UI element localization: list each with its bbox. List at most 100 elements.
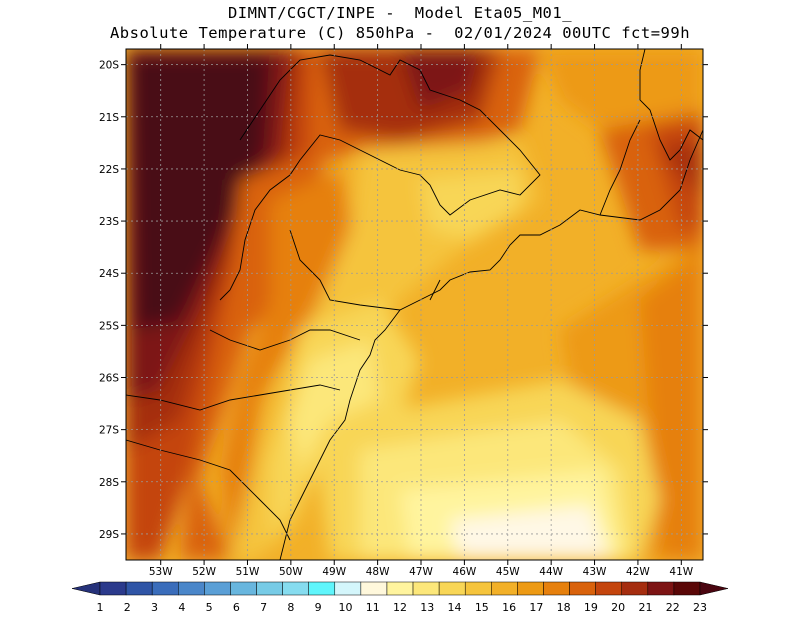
colorbar-label: 23 — [693, 601, 707, 614]
colorbar-box — [673, 581, 701, 596]
colorbar-box — [647, 581, 675, 596]
coastline-ne — [639, 49, 703, 161]
colorbar-label: 4 — [178, 601, 185, 614]
colorbar-box — [230, 581, 257, 596]
colorbar-label: 22 — [666, 601, 680, 614]
lon-label: 53W — [149, 566, 173, 578]
state-border-5 — [126, 384, 341, 411]
field-se-11 — [450, 505, 610, 560]
colorbar-label: 5 — [206, 601, 213, 614]
country-border — [126, 439, 291, 541]
colorbar-box — [595, 581, 622, 596]
colorbar-boxes — [71, 581, 729, 596]
axis-ticks — [121, 44, 708, 565]
colorbar-box — [438, 581, 466, 596]
lat-label: 25S — [99, 320, 119, 332]
lat-label: 21S — [99, 112, 119, 124]
state-border-1 — [219, 54, 541, 301]
lat-label: 28S — [99, 477, 119, 489]
lat-label: 29S — [99, 529, 119, 541]
field-west-23 — [130, 55, 270, 330]
lon-label: 50W — [279, 566, 303, 578]
colorbar-label: 7 — [260, 601, 267, 614]
lon-label: 49W — [322, 566, 346, 578]
colorbar-box — [543, 581, 570, 596]
colorbar-box — [282, 581, 309, 596]
field-north-22 — [400, 49, 480, 110]
colorbar-box — [412, 581, 440, 596]
chart-title-line2: Absolute Temperature (C) 850hPa - 02/01/… — [109, 24, 691, 42]
field-north-17 — [540, 49, 703, 130]
lat-label: 27S — [99, 425, 119, 437]
chart-title-line1: DIMNT/CGCT/INPE - Model Eta05_M01_ — [227, 4, 573, 22]
longitude-labels: 53W 52W 51W 50W 49W 48W 47W 46W 45W 44W 43W 42W 41W — [149, 566, 694, 578]
map-frame — [125, 48, 704, 561]
colorbar-box — [125, 581, 153, 596]
lat-label: 23S — [99, 216, 119, 228]
colorbar-box — [464, 581, 492, 596]
coastline — [279, 129, 703, 560]
colorbar-label: 10 — [338, 601, 352, 614]
state-border-6 — [429, 279, 441, 301]
graticule — [126, 49, 703, 560]
lat-label: 20S — [99, 60, 119, 72]
latitude-labels: 20S 21S 22S 23S 24S 25S 26S 27S 28S 29S — [99, 60, 119, 541]
colorbar-box — [386, 581, 414, 596]
colorbar-box — [256, 581, 283, 596]
colorbar-label: 12 — [393, 601, 407, 614]
lon-label: 44W — [539, 566, 563, 578]
colorbar-box — [178, 581, 205, 596]
colorbar-box — [621, 581, 649, 596]
colorbar-label: 17 — [529, 601, 543, 614]
colorbar-box — [491, 581, 518, 596]
colorbar-label: 2 — [124, 601, 131, 614]
lon-label: 52W — [192, 566, 216, 578]
lon-label: 42W — [626, 566, 650, 578]
field-center-14 — [420, 170, 520, 240]
state-border-2 — [599, 119, 641, 216]
field-front-18 — [220, 170, 360, 560]
lon-label: 47W — [409, 566, 433, 578]
colorbar-label: 14 — [448, 601, 462, 614]
lon-label: 45W — [496, 566, 520, 578]
lat-label: 22S — [99, 164, 119, 176]
colorbar-box — [569, 581, 596, 596]
state-border-4 — [209, 329, 361, 351]
colorbar-label: 15 — [475, 601, 489, 614]
colorbar-box — [204, 581, 231, 596]
lat-label: 24S — [99, 268, 119, 280]
colorbar-box — [151, 581, 179, 596]
colorbar-label: 21 — [638, 601, 652, 614]
colorbar-box — [517, 581, 544, 596]
colorbar-label: 8 — [287, 601, 294, 614]
colorbar-label: 16 — [502, 601, 516, 614]
colorbar-box — [360, 581, 388, 596]
boundaries — [126, 49, 703, 560]
colorbar-box — [308, 581, 336, 596]
colorbar-label: 3 — [151, 601, 158, 614]
colorbar-label: 6 — [233, 601, 240, 614]
colorbar-arrow-left — [71, 581, 101, 596]
lon-label: 51W — [236, 566, 260, 578]
colorbar-label: 19 — [584, 601, 598, 614]
lon-label: 46W — [453, 566, 477, 578]
field-south-13 — [290, 340, 380, 470]
lat-label: 26S — [99, 373, 119, 385]
colorbar-label: 18 — [557, 601, 571, 614]
lon-label: 43W — [583, 566, 607, 578]
colorbar-box — [99, 581, 127, 596]
temperature-field — [126, 49, 703, 560]
colorbar-box — [334, 581, 362, 596]
colorbar-arrow-right — [699, 581, 729, 596]
state-border-3 — [289, 229, 401, 311]
field-east-18 — [640, 250, 703, 560]
lon-label: 48W — [366, 566, 390, 578]
colorbar-label: 9 — [315, 601, 322, 614]
colorbar-label: 13 — [420, 601, 434, 614]
colorbar-labels: 1 2 3 4 5 6 7 8 9 10 11 12 13 14 15 16 17 18 19 20 21 22 23 — [97, 601, 708, 614]
colorbar-label: 20 — [611, 601, 625, 614]
lon-label: 41W — [669, 566, 693, 578]
colorbar-label: 11 — [366, 601, 380, 614]
